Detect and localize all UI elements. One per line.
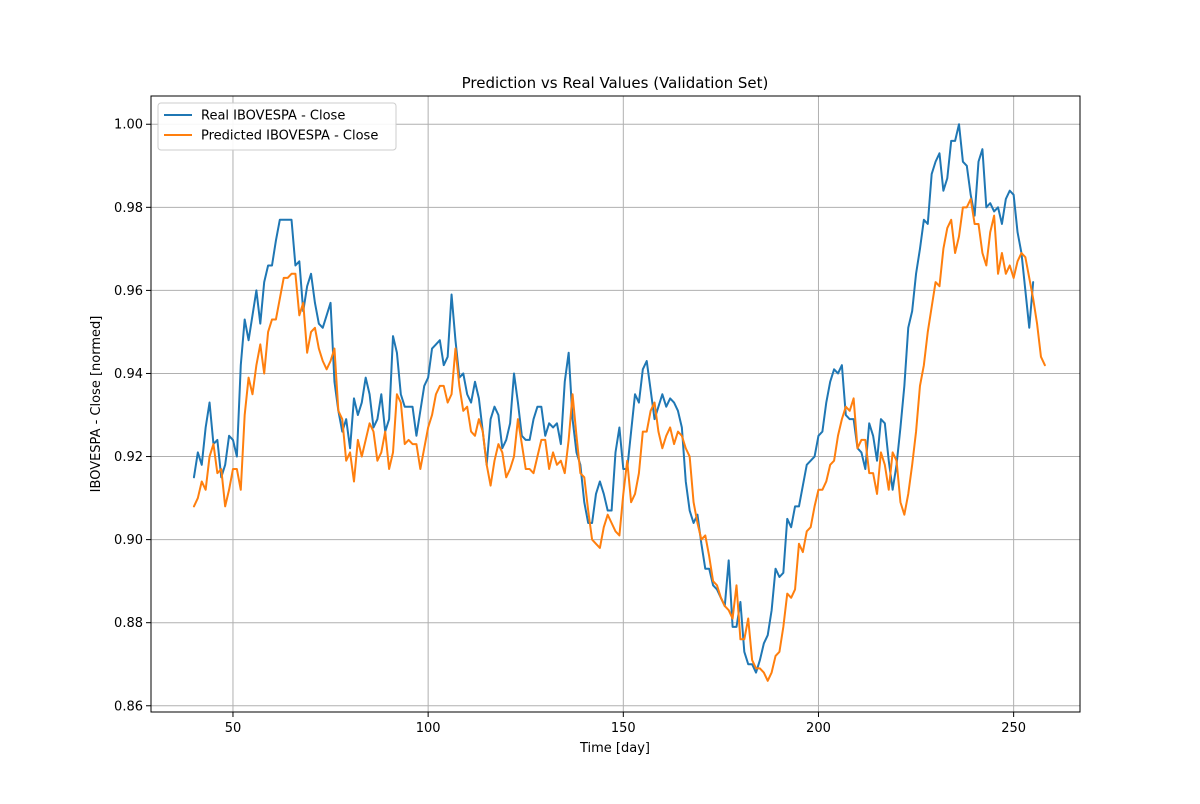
- legend-entry-label: Predicted IBOVESPA - Close: [201, 129, 378, 144]
- y-tick-label: 0.92: [114, 450, 143, 465]
- series-lines: [192, 123, 1046, 682]
- legend-box: [157, 102, 397, 151]
- y-tick-label: 0.86: [114, 699, 143, 714]
- legend: Real IBOVESPA - Close Predicted IBOVESPA …: [157, 102, 397, 151]
- x-axis: 50 100 150 200 250: [225, 712, 1026, 736]
- x-tick-label: 50: [225, 721, 242, 736]
- x-tick-label: 100: [416, 721, 441, 736]
- x-tick-label: 150: [611, 721, 636, 736]
- y-tick-label: 1.00: [114, 118, 143, 133]
- y-tick-label: 0.94: [114, 367, 143, 382]
- legend-entry-label: Real IBOVESPA - Close: [201, 109, 345, 124]
- grid-lines: [151, 96, 1080, 712]
- y-axis-label: IBOVESPA - Close [normed]: [89, 316, 104, 493]
- chart-title: Prediction vs Real Values (Validation Se…: [462, 74, 769, 92]
- y-axis: 0.86 0.88 0.90 0.92 0.94 0.96 0.98 1.00: [114, 118, 151, 714]
- y-tick-label: 0.90: [114, 533, 143, 548]
- series-line-predicted: [192, 198, 1046, 682]
- y-tick-label: 0.98: [114, 201, 143, 216]
- x-tick-label: 250: [1001, 721, 1026, 736]
- y-tick-label: 0.88: [114, 616, 143, 631]
- x-axis-label: Time [day]: [579, 741, 650, 756]
- y-tick-label: 0.96: [114, 284, 143, 299]
- plot-area-frame: [150, 95, 1081, 713]
- x-tick-label: 200: [806, 721, 831, 736]
- series-line-real: [192, 123, 1035, 674]
